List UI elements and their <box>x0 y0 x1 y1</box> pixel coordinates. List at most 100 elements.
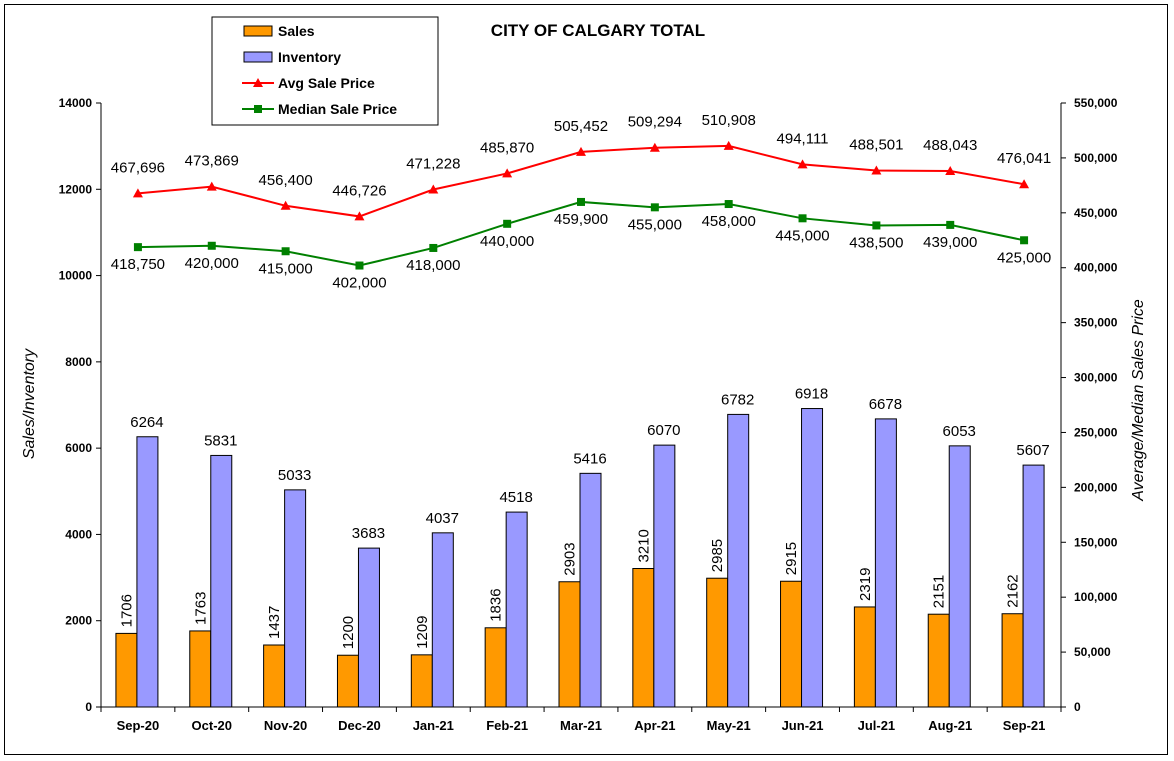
y2-tick-label: 0 <box>1074 700 1081 714</box>
inventory-value-label: 5607 <box>1016 442 1049 459</box>
x-tick-label: Nov-20 <box>264 718 307 733</box>
avg-price-marker <box>576 146 586 156</box>
y-tick-label: 14000 <box>59 96 93 110</box>
legend: Sales Inventory Avg Sale Price Median Sale … <box>211 16 439 126</box>
sales-bar <box>632 568 655 708</box>
avg-price-value-label: 505,452 <box>554 118 608 135</box>
data-labels: 6264 1706 5831 1763 5033 1437 3683 1200 4037 1209… <box>111 112 1051 649</box>
avg-price-value-label: 488,043 <box>923 137 977 154</box>
inventory-value-label: 6782 <box>721 391 754 408</box>
inventory-value-label: 6264 <box>130 414 163 431</box>
sales-value-label: 1437 <box>266 606 283 639</box>
inventory-bar <box>210 454 233 708</box>
avg-price-marker <box>206 181 217 191</box>
median-price-value-label: 418,750 <box>111 256 165 273</box>
y2-tick-label: 100,000 <box>1074 590 1118 604</box>
sales-value-label: 2903 <box>562 542 579 575</box>
legend-marker <box>254 105 262 113</box>
y-tick-label: 10000 <box>59 269 93 283</box>
inventory-bar <box>874 418 897 708</box>
inventory-bar <box>284 489 307 708</box>
avg-price-value-label: 494,111 <box>777 130 829 147</box>
inventory-value-label: 4518 <box>499 489 532 506</box>
price-lines <box>132 140 1030 270</box>
y2-tick-label: 500,000 <box>1074 151 1118 165</box>
avg-price-marker <box>132 188 143 198</box>
sales-bar <box>410 654 433 708</box>
median-price-marker <box>281 247 290 256</box>
sales-value-label: 3210 <box>635 529 652 562</box>
median-price-marker <box>429 243 438 252</box>
x-tick-label: Apr-21 <box>634 718 675 733</box>
avg-price-marker <box>649 142 660 152</box>
y2-tick-label: 150,000 <box>1074 535 1118 549</box>
y2-tick-label: 400,000 <box>1074 261 1118 275</box>
median-price-value-label: 418,000 <box>406 257 460 274</box>
median-price-value-label: 440,000 <box>480 233 534 250</box>
avg-price-marker <box>723 140 734 150</box>
avg-price-marker <box>502 168 513 178</box>
y-tick-label: 2000 <box>65 614 92 628</box>
x-tick-label: Sep-20 <box>117 718 160 733</box>
inventory-value-label: 6918 <box>795 386 828 403</box>
sales-bar <box>189 630 212 708</box>
legend-label: Inventory <box>278 49 341 65</box>
axes: 0 2000 4000 6000 8000 10000 12000 14000 0 50,000 1… <box>59 96 1118 733</box>
sales-bar <box>115 632 138 708</box>
sales-value-label: 2162 <box>1005 574 1022 607</box>
sales-value-label: 1200 <box>340 616 357 649</box>
avg-price-marker <box>871 165 882 175</box>
sales-bar <box>706 577 729 708</box>
sales-bar <box>263 644 286 708</box>
sales-value-label: 1706 <box>118 594 135 627</box>
avg-price-value-label: 476,041 <box>997 150 1051 167</box>
inventory-bar <box>1022 464 1045 708</box>
median-price-value-label: 455,000 <box>628 216 682 233</box>
y-tick-label: 4000 <box>65 527 92 541</box>
inventory-value-label: 6070 <box>647 422 680 439</box>
x-tick-label: May-21 <box>707 718 751 733</box>
median-price-marker <box>1020 236 1029 245</box>
avg-price-marker <box>428 184 439 194</box>
legend-swatch <box>243 25 273 37</box>
median-price-marker <box>355 261 364 270</box>
median-price-value-label: 425,000 <box>997 249 1051 266</box>
inventory-bar <box>431 532 454 708</box>
inventory-bar <box>579 472 602 708</box>
sales-value-label: 2319 <box>857 568 874 601</box>
y2-tick-label: 450,000 <box>1074 206 1118 220</box>
y-tick-label: 0 <box>85 700 92 714</box>
avg-price-marker <box>1019 179 1030 189</box>
avg-price-value-label: 467,696 <box>111 159 165 176</box>
sales-value-label: 1763 <box>192 592 209 625</box>
x-tick-label: Feb-21 <box>486 718 528 733</box>
avg-price-marker <box>354 211 365 221</box>
y-tick-label: 6000 <box>65 441 92 455</box>
y2-tick-label: 200,000 <box>1074 480 1118 494</box>
x-tick-label: Oct-20 <box>192 718 232 733</box>
median-price-marker <box>133 243 142 252</box>
median-price-marker <box>724 200 733 209</box>
legend-label: Median Sale Price <box>278 101 397 117</box>
median-price-value-label: 415,000 <box>258 260 312 277</box>
inventory-bars <box>136 408 1045 708</box>
avg-price-value-label: 510,908 <box>702 112 756 129</box>
inventory-value-label: 5416 <box>573 450 606 467</box>
sales-bar <box>927 613 950 708</box>
median-price-value-label: 438,500 <box>849 234 903 251</box>
inventory-value-label: 3683 <box>352 525 385 542</box>
inventory-value-label: 4037 <box>426 510 459 527</box>
median-price-marker <box>872 221 881 230</box>
inventory-value-label: 6053 <box>943 423 976 440</box>
inventory-bar <box>505 511 528 708</box>
avg-price-value-label: 456,400 <box>258 172 312 189</box>
median-price-marker <box>946 220 955 229</box>
avg-price-marker <box>945 166 956 176</box>
inventory-bar <box>653 444 676 708</box>
inventory-value-label: 5831 <box>204 432 237 449</box>
sales-bar <box>853 606 876 708</box>
median-price-value-label: 402,000 <box>332 275 386 292</box>
x-tick-label: Jun-21 <box>782 718 824 733</box>
avg-price-value-label: 485,870 <box>480 139 534 156</box>
